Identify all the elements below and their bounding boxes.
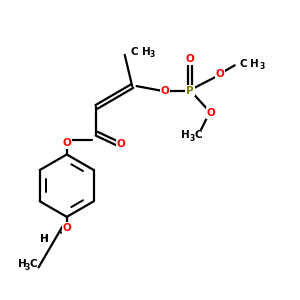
Text: C: C [239, 59, 247, 69]
Text: 3: 3 [259, 62, 264, 71]
Text: C: C [130, 47, 138, 57]
Text: H: H [250, 59, 259, 69]
Text: O: O [186, 54, 194, 64]
Text: H: H [181, 130, 190, 140]
Text: 3: 3 [189, 134, 194, 142]
Text: O: O [117, 139, 125, 149]
Text: H: H [40, 234, 49, 244]
Text: C: C [30, 260, 37, 269]
Text: O: O [62, 223, 71, 233]
Text: P: P [186, 85, 194, 96]
Text: C: C [195, 130, 202, 140]
Text: O: O [160, 85, 169, 96]
Text: 3: 3 [150, 50, 155, 59]
Text: H: H [142, 47, 150, 57]
Text: H: H [40, 234, 49, 244]
Text: 3: 3 [25, 263, 30, 272]
Text: O: O [62, 138, 71, 148]
Text: H: H [18, 260, 26, 269]
Text: O: O [207, 108, 215, 118]
Text: O: O [215, 69, 224, 79]
